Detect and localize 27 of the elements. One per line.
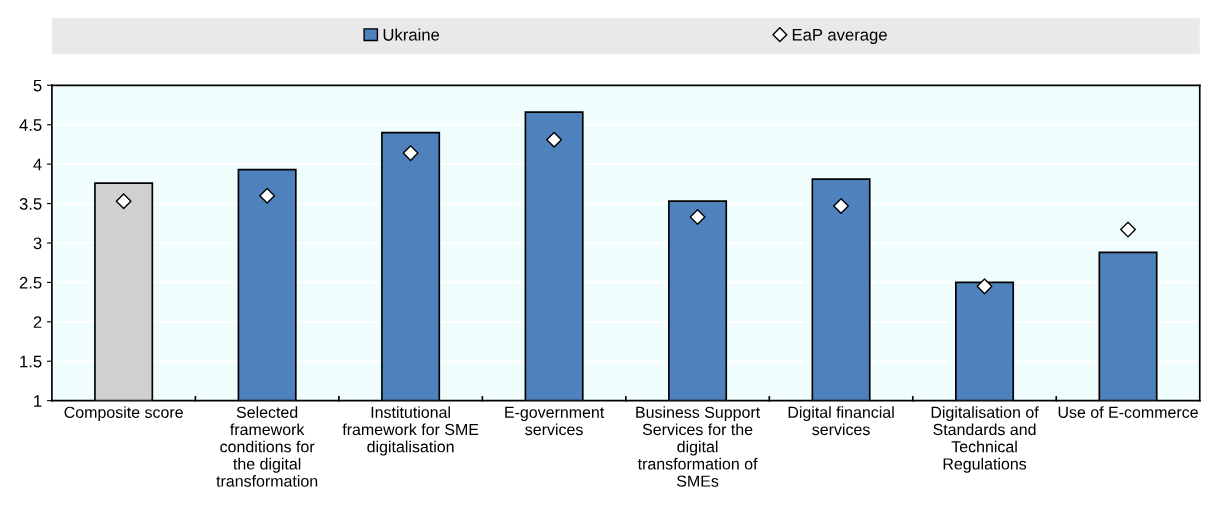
x-tick-label: Digitalisation of Standards and Technical Regulations — [931, 406, 1039, 473]
legend-label: EaP average — [792, 29, 887, 44]
point — [689, 208, 706, 225]
y-tick-label: 1 — [34, 395, 42, 407]
x-tick-label: Institutional framework for SME digitalisation — [342, 406, 479, 456]
y-tick-label: 2 — [33, 316, 42, 328]
x-tick-label: Business Support Services for the digital transformation of SMEs — [636, 406, 761, 487]
x-tick-label: E-government services — [505, 406, 605, 436]
point — [115, 193, 132, 210]
point — [1120, 221, 1136, 238]
point — [546, 131, 563, 148]
point — [833, 197, 850, 214]
x-tick-label: Use of E-commerce — [1058, 406, 1198, 418]
point — [259, 187, 276, 204]
point — [402, 145, 419, 162]
y-tick-label: 3.5 — [19, 197, 42, 210]
y-tick-label: 4 — [33, 158, 42, 171]
y-tick-label: 1.5 — [20, 355, 42, 368]
x-tick-label: Digital financial services — [788, 406, 894, 436]
x-tick-label: Composite score — [64, 406, 183, 422]
y-tick-label: 2.5 — [19, 276, 42, 289]
y-tick-label: 4.5 — [19, 119, 42, 131]
point — [976, 278, 993, 295]
x-tick-label: Selected framework conditions for the digital transformation — [216, 406, 318, 487]
y-tick-label: 5 — [33, 79, 42, 92]
legend-label: Ukraine — [383, 28, 440, 41]
y-tick-label: 3 — [33, 237, 42, 250]
